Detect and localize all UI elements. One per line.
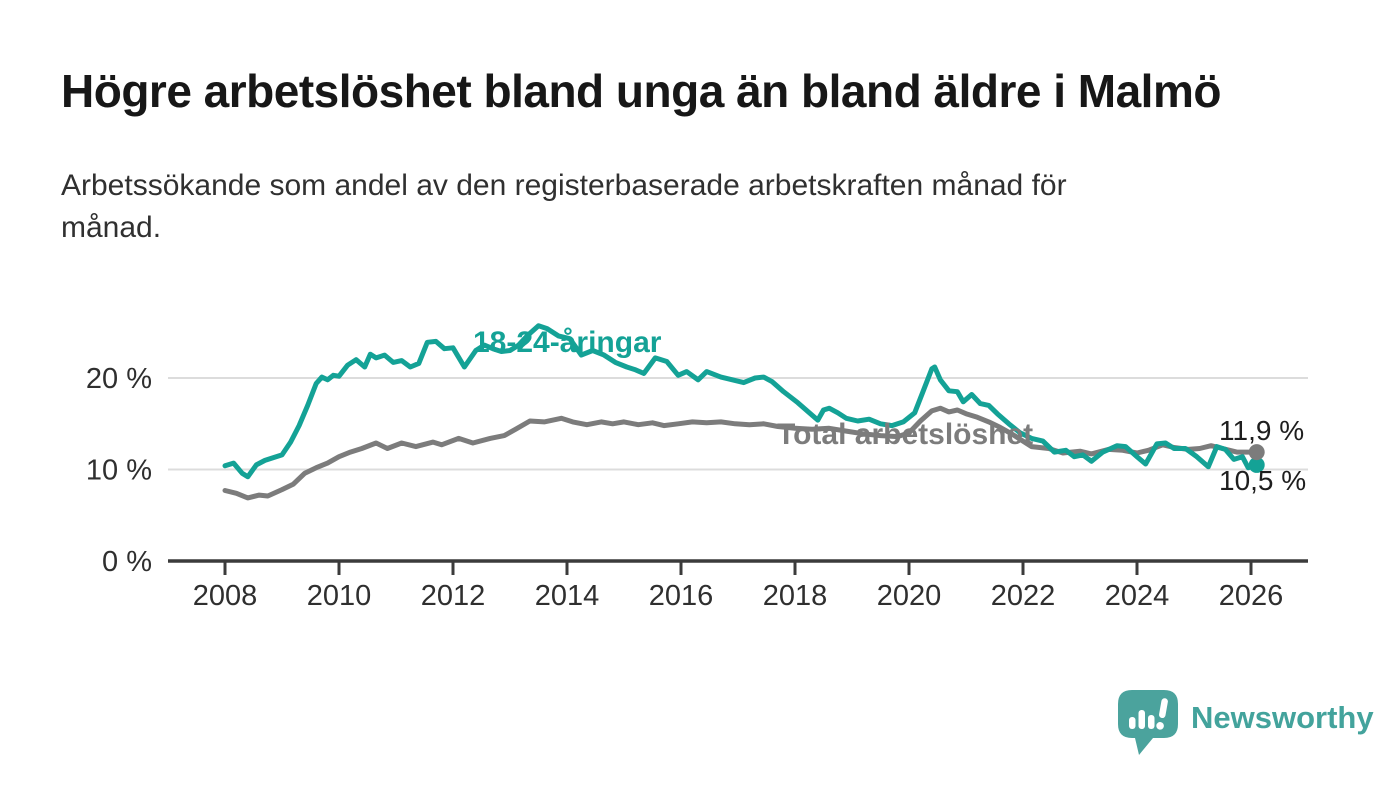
x-tick-label: 2026 <box>1219 580 1284 612</box>
series-end-value-youth: 10,5 % <box>1219 465 1306 496</box>
x-tick-label: 2020 <box>877 580 942 612</box>
x-tick-label: 2016 <box>649 580 714 612</box>
newsworthy-logo-icon <box>1118 690 1178 755</box>
chart-subtitle: Arbetssökande som andel av den registerb… <box>61 169 1067 244</box>
x-tick-label: 2024 <box>1105 580 1170 612</box>
series-end-dot-total <box>1248 444 1265 461</box>
series-end-dot-youth <box>1248 456 1265 473</box>
newsworthy-brand: Newsworthy <box>1113 685 1393 760</box>
page-title: Högre arbetslöshet bland unga än bland ä… <box>61 65 1221 117</box>
y-tick-label: 20 % <box>86 363 152 395</box>
y-tick-label: 10 % <box>86 455 152 487</box>
series-label-youth: 18-24-åringar <box>473 326 662 359</box>
y-tick-label: 0 % <box>102 546 152 578</box>
x-tick-label: 2018 <box>763 580 828 612</box>
series-label-total: Total arbetslöshet <box>777 418 1033 451</box>
series-line-total <box>222 405 1260 501</box>
x-tick-label: 2010 <box>307 580 372 612</box>
x-tick-label: 2008 <box>193 580 258 612</box>
x-tick-label: 2014 <box>535 580 600 612</box>
x-tick-label: 2012 <box>421 580 486 612</box>
series-end-value-total: 11,9 % <box>1219 415 1304 446</box>
series-line-youth <box>222 323 1260 480</box>
x-tick-label: 2022 <box>991 580 1056 612</box>
brand-name: Newsworthy <box>1191 700 1374 735</box>
